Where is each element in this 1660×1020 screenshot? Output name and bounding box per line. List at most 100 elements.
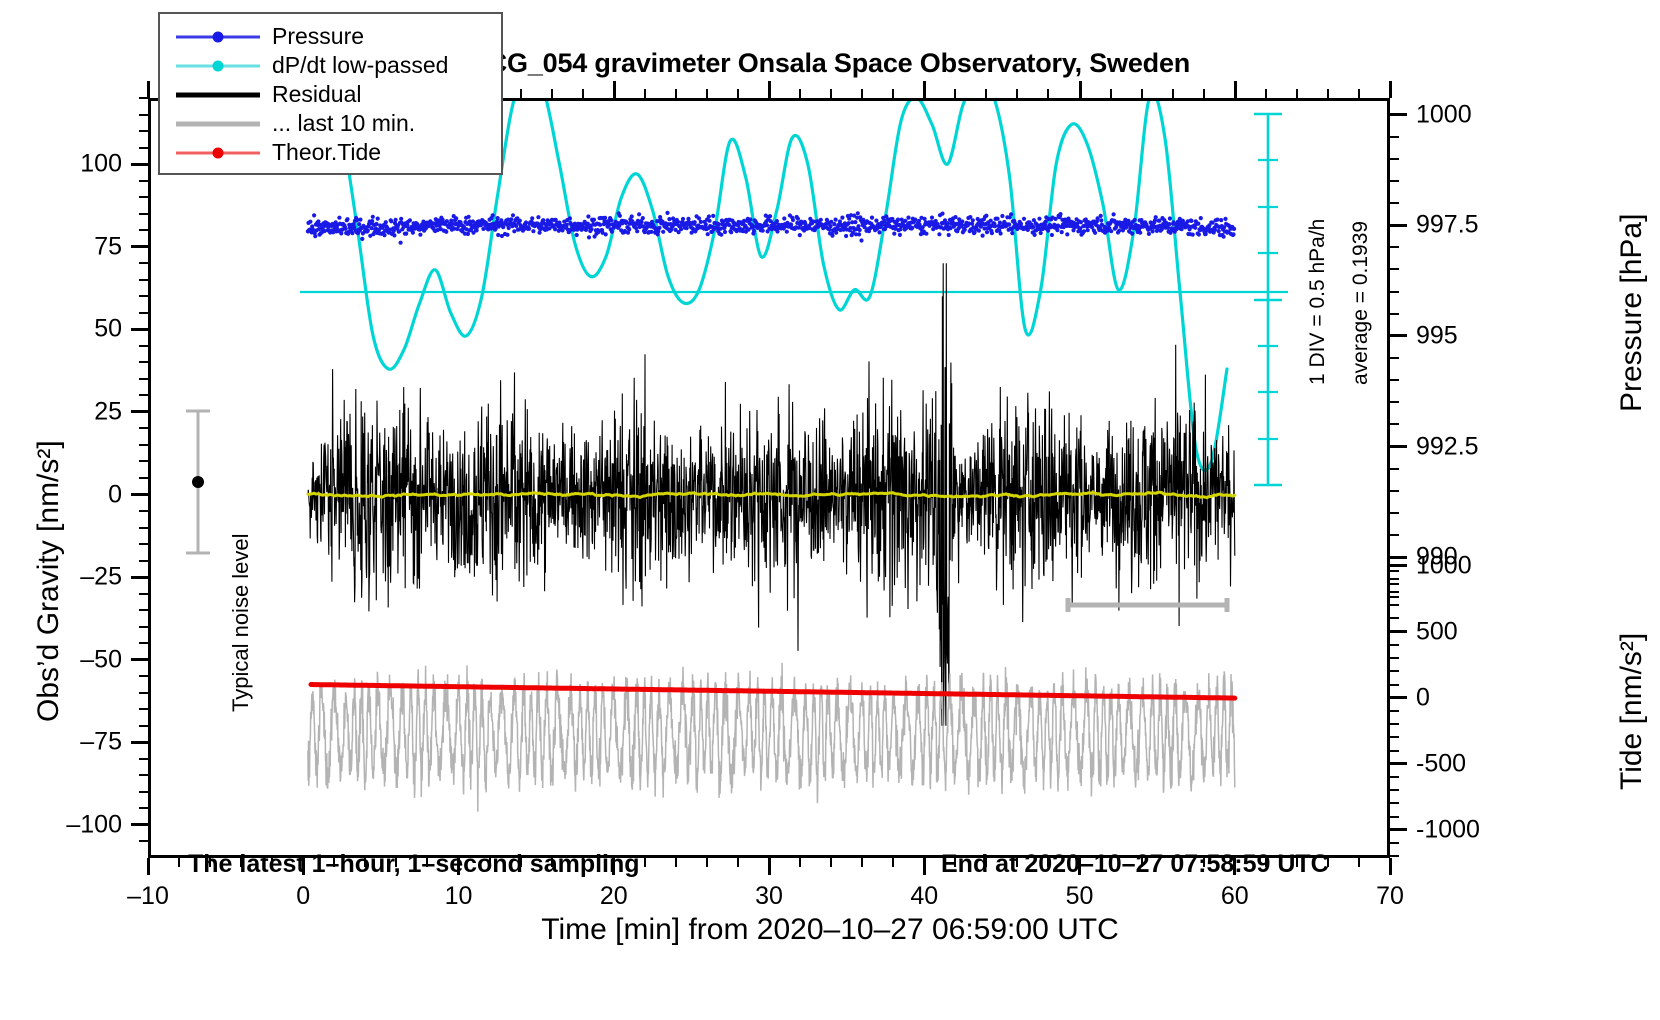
- y-pressure-tick-minor: [1390, 582, 1399, 585]
- y-left-tick-minor: [139, 790, 148, 793]
- y-left-tick-minor: [139, 543, 148, 546]
- x-tick-minor: [674, 858, 677, 867]
- y-left-tick-minor: [139, 344, 148, 347]
- y-left-tick-minor: [139, 113, 148, 116]
- y-left-tick-minor: [139, 559, 148, 562]
- x-tick-minor: [736, 858, 739, 867]
- y-left-tick-major: [131, 162, 148, 166]
- series-theoretical-tide: [308, 682, 1238, 701]
- x-tick-minor: [799, 858, 802, 867]
- y-left-tick-major: [131, 575, 148, 579]
- y-left-tick-minor: [139, 377, 148, 380]
- x-tick-label: 20: [599, 882, 628, 910]
- legend-item-pressure[interactable]: Pressure: [160, 22, 501, 51]
- x-tick-minor: [1295, 858, 1298, 867]
- x-top-tick-minor: [1140, 89, 1143, 98]
- y-tide-tick-minor: [1390, 604, 1399, 607]
- x-tick-minor: [426, 858, 429, 867]
- y-tide-tick-label: 0: [1416, 683, 1430, 712]
- y-tide-tick-minor: [1390, 789, 1399, 792]
- y-tide-tick-major: [1390, 564, 1407, 568]
- x-tick-minor: [1357, 858, 1360, 867]
- legend-item-dpdt[interactable]: dP/dt low-passed: [160, 51, 501, 80]
- x-tick-minor: [550, 858, 553, 867]
- y-left-tick-minor: [139, 278, 148, 281]
- x-tick-minor: [830, 858, 833, 867]
- x-tick-minor: [240, 858, 243, 867]
- y-left-tick-minor: [139, 311, 148, 314]
- y-tide-tick-minor: [1390, 736, 1399, 739]
- x-top-tick-major: [768, 81, 771, 98]
- y-left-tick-major: [131, 658, 148, 662]
- series-residual-smoothed: [306, 490, 1237, 500]
- legend-label-last10: ... last 10 min.: [272, 110, 416, 136]
- y-pressure-tick-minor: [1390, 290, 1399, 293]
- y-pressure-tick-minor: [1390, 534, 1399, 537]
- y-tide-tick-minor: [1390, 815, 1399, 818]
- legend-item-theortide[interactable]: Theor.Tide: [160, 138, 501, 167]
- x-top-tick-minor: [1047, 89, 1050, 98]
- y-left-tick-major: [131, 823, 148, 827]
- y-tide-tick-major: [1390, 828, 1407, 832]
- y-left-tick-minor: [139, 774, 148, 777]
- x-tick-major: [1078, 858, 1081, 875]
- legend-item-residual[interactable]: Residual: [160, 80, 501, 109]
- legend-swatch-pressure: [176, 27, 260, 47]
- x-tick-minor: [1016, 858, 1019, 867]
- x-tick-label: 10: [444, 882, 473, 910]
- x-top-tick-minor: [1109, 89, 1112, 98]
- y-left-tick-minor: [139, 642, 148, 645]
- x-top-tick-major: [612, 81, 616, 98]
- legend-item-last10[interactable]: ... last 10 min.: [160, 109, 501, 138]
- x-top-tick-minor: [550, 89, 553, 98]
- y-tide-tick-minor: [1390, 617, 1399, 620]
- dpdt-scale-bar: [1254, 112, 1282, 487]
- y-left-tick-label: –25: [80, 562, 122, 591]
- y-pressure-tick-minor: [1390, 401, 1399, 404]
- x-tick-label: 60: [1220, 882, 1249, 910]
- y-left-tick-minor: [139, 361, 148, 364]
- x-tick-minor: [1326, 858, 1329, 867]
- x-top-tick-minor: [861, 89, 864, 98]
- page-title: SCG_054 gravimeter Onsala Space Observat…: [469, 48, 1191, 78]
- caption-left: The latest 1–hour, 1–second sampling: [188, 850, 640, 878]
- y-tide-tick-label: -1000: [1416, 815, 1480, 844]
- x-tick-minor: [209, 858, 212, 867]
- x-tick-major: [612, 858, 616, 875]
- y-left-tick-minor: [139, 427, 148, 430]
- x-tick-minor: [178, 858, 181, 867]
- y-pressure-tick-minor: [1390, 268, 1399, 271]
- x-tick-minor: [1171, 858, 1174, 867]
- x-tick-minor: [271, 858, 274, 867]
- caption-right: End at 2020–10–27 07:58:59 UTC: [941, 850, 1329, 878]
- y-left-tick-minor: [139, 625, 148, 628]
- x-top-tick-major: [1233, 81, 1237, 98]
- y-pressure-tick-label: 995: [1416, 321, 1458, 350]
- y-left-tick-minor: [139, 460, 148, 463]
- y-tide-tick-minor: [1390, 709, 1399, 712]
- series-dpdt-lowpassed: [333, 98, 1229, 472]
- y-left-tick-minor: [139, 443, 148, 446]
- y-left-tick-minor: [139, 97, 148, 99]
- x-tick-major: [1233, 858, 1237, 875]
- y-left-tick-minor: [139, 757, 148, 760]
- y-tide-tick-minor: [1390, 591, 1399, 593]
- x-top-tick-major: [147, 81, 150, 98]
- x-tick-minor: [333, 858, 336, 867]
- legend-swatch-theortide: [176, 143, 260, 163]
- x-top-tick-minor: [736, 89, 739, 98]
- legend-swatch-residual: [176, 85, 260, 105]
- series-pressure: [305, 210, 1237, 245]
- legend-label-theortide: Theor.Tide: [272, 139, 382, 165]
- y-left-tick-minor: [139, 609, 148, 612]
- y-left-tick-label: –50: [80, 645, 122, 674]
- y-pressure-tick-minor: [1390, 569, 1399, 572]
- x-tick-major: [301, 858, 305, 875]
- x-top-tick-minor: [799, 89, 802, 98]
- y-tide-tick-label: 500: [1416, 617, 1458, 646]
- y-left-tick-minor: [139, 840, 148, 843]
- x-tick-label: 0: [296, 882, 311, 910]
- x-tick-minor: [705, 858, 708, 867]
- x-tick-minor: [519, 858, 522, 867]
